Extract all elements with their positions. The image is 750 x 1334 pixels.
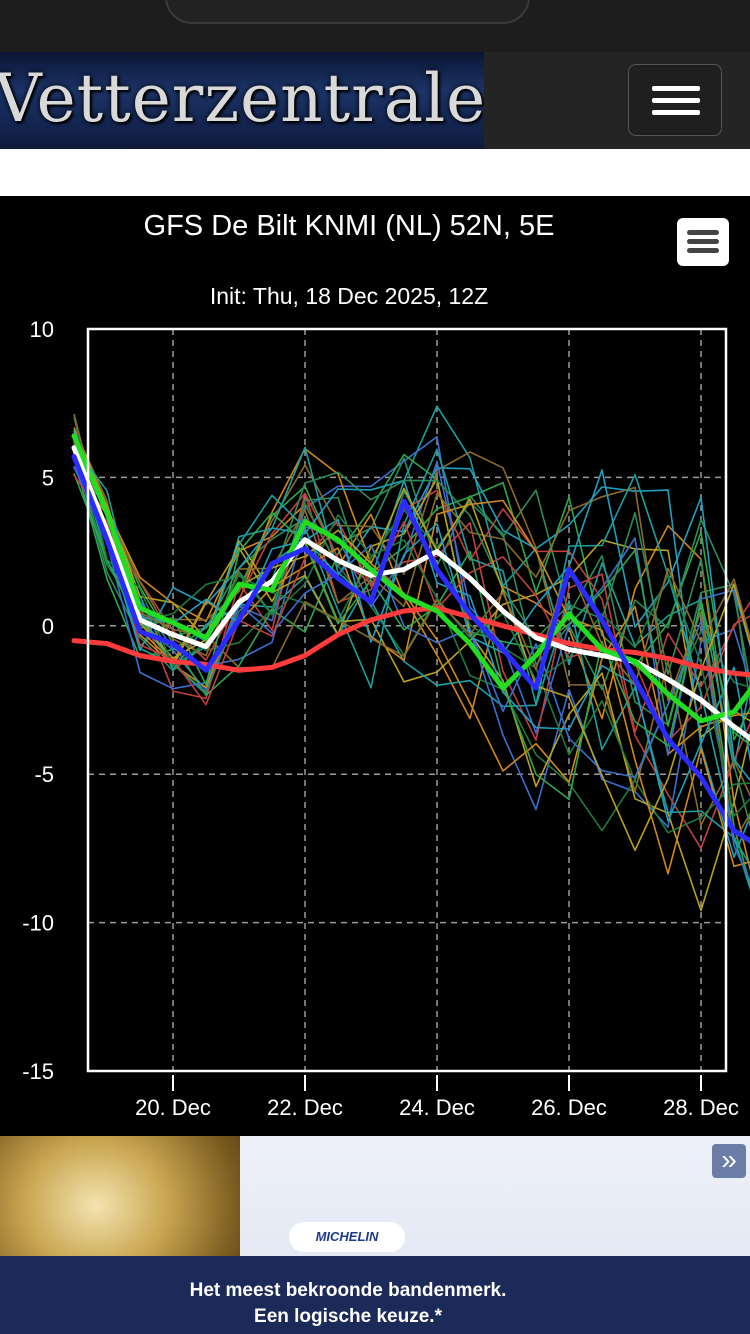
ad-brand-logo: MICHELIN — [289, 1222, 405, 1252]
y-tick-label: -10 — [22, 911, 54, 936]
ensemble-member-line — [73, 427, 750, 826]
ensemble-chart: 10 5 0 -5 -10 -15 20. Dec 22. Dec 24. Dec 26. Dec… — [0, 196, 750, 1136]
ensemble-member-line — [73, 465, 750, 822]
ensemble-member-line — [73, 458, 750, 741]
chart-subtitle: Init: Thu, 18 Dec 2025, 12Z — [209, 283, 489, 309]
site-logo-text: Vetterzentrale — [0, 60, 484, 137]
x-tick-label: 20. Dec — [135, 1095, 211, 1120]
ensemble-member-line — [73, 429, 750, 829]
ensemble-member-line — [73, 440, 750, 843]
x-tick-label: 26. Dec — [531, 1095, 607, 1120]
ensemble-member-line — [73, 473, 750, 801]
ad-background — [0, 1256, 750, 1334]
plot-area-frame — [86, 327, 728, 1073]
y-tick-label: -5 — [34, 762, 54, 787]
y-tick-label: 0 — [42, 614, 54, 639]
menu-icon-bar — [687, 248, 719, 253]
highlight-series-line — [71, 605, 750, 678]
site-logo[interactable]: Vetterzentrale — [0, 52, 484, 149]
ad-headline: Het meest bekroonde bandenmerk. — [189, 1280, 507, 1301]
ensemble-member-line — [73, 413, 750, 686]
highlight-series-line — [71, 433, 750, 724]
hamburger-icon-bar — [652, 98, 700, 103]
highlight-series-line — [71, 445, 750, 742]
ad-subline: Een logische keuze.* — [254, 1306, 442, 1327]
x-tick-label: 22. Dec — [267, 1095, 343, 1120]
highlight-series-line — [71, 454, 750, 844]
ensemble-member-line — [73, 435, 750, 867]
y-tick-label: 5 — [42, 465, 54, 490]
ensemble-member-line — [73, 440, 750, 832]
y-tick-label: -15 — [22, 1059, 54, 1084]
chart-title: GFS De Bilt KNMI (NL) 52N, 5E — [143, 210, 555, 242]
ensemble-member-line — [73, 445, 750, 912]
ensemble-member-line — [73, 430, 750, 888]
hamburger-icon — [652, 86, 700, 91]
hamburger-menu-button[interactable] — [628, 64, 722, 136]
x-tick-label: 24. Dec — [399, 1095, 475, 1120]
ensemble-member-line — [73, 416, 750, 817]
page-spacer — [0, 150, 750, 196]
y-tick-label: 10 — [30, 317, 54, 342]
advertisement-banner[interactable]: » MICHELIN Het meest bekroonde bandenmer… — [0, 1136, 750, 1334]
address-bar[interactable] — [165, 0, 530, 24]
menu-icon-bar — [687, 239, 719, 244]
menu-icon — [687, 230, 719, 235]
ensemble-member-line — [73, 455, 750, 858]
ensemble-member-line — [73, 431, 750, 756]
ad-next-icon[interactable]: » — [712, 1144, 746, 1178]
ensemble-member-line — [73, 445, 750, 891]
chart-canvas: 10 5 0 -5 -10 -15 20. Dec 22. Dec 24. Dec 26. Dec… — [22, 317, 750, 1120]
x-tick-label: 28. Dec — [663, 1095, 739, 1120]
chart-context-menu-button[interactable] — [677, 218, 729, 266]
hamburger-icon-bar — [652, 110, 700, 115]
